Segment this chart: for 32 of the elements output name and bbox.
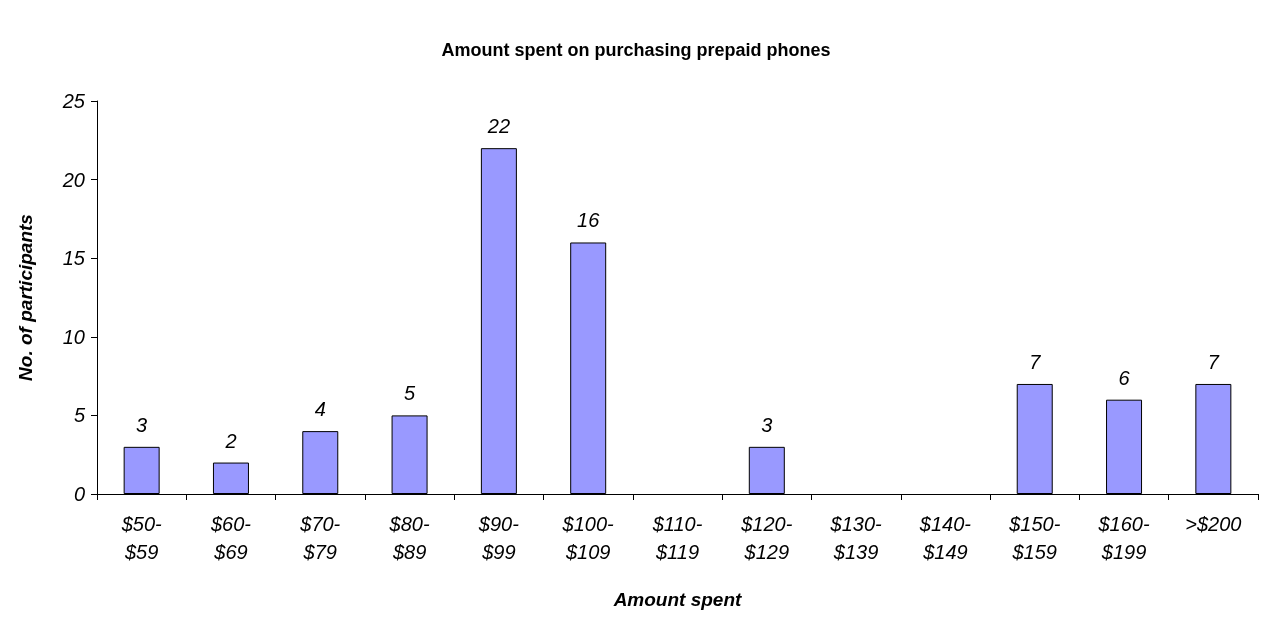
data-label: 22 bbox=[486, 115, 511, 138]
y-tick-label: 15 bbox=[62, 247, 86, 270]
x-axis-title: Amount spent bbox=[612, 589, 743, 610]
x-tick-label: $90-$99 bbox=[477, 513, 520, 563]
x-tick-label: $100-$109 bbox=[561, 513, 615, 563]
x-tick-label: $130-$139 bbox=[829, 513, 883, 563]
data-label: 7 bbox=[1207, 350, 1220, 373]
y-tick-label: 5 bbox=[73, 404, 86, 427]
data-label: 3 bbox=[136, 413, 148, 436]
y-axis-title: No. of participants bbox=[15, 214, 36, 381]
x-tick-label: $120-$129 bbox=[740, 513, 793, 563]
y-tick-label: 20 bbox=[61, 168, 85, 191]
x-tick-label: $110-$119 bbox=[651, 513, 703, 563]
x-tick-label: >$200 bbox=[1185, 513, 1242, 535]
y-tick-label: 0 bbox=[73, 483, 85, 505]
x-tick-label: $160-$199 bbox=[1097, 513, 1150, 563]
data-label: 6 bbox=[1118, 366, 1131, 389]
data-label: 5 bbox=[404, 382, 417, 405]
x-tick-label: $60-$69 bbox=[209, 513, 252, 563]
chart-title: Amount spent on purchasing prepaid phones bbox=[441, 40, 831, 60]
x-tick-label: $70-$79 bbox=[299, 513, 341, 563]
data-label: 16 bbox=[577, 209, 601, 232]
y-tick-label: 10 bbox=[62, 325, 85, 348]
data-label: 4 bbox=[314, 398, 326, 421]
y-tick-label: 25 bbox=[61, 90, 86, 112]
data-label: 3 bbox=[761, 413, 773, 436]
x-tick-label: $50-$59 bbox=[120, 513, 163, 563]
x-tick-label: $150-$159 bbox=[1008, 513, 1061, 563]
x-tick-label: $80-$89 bbox=[388, 513, 430, 563]
data-label: 2 bbox=[224, 429, 237, 452]
x-tick-label: $140-$149 bbox=[918, 513, 972, 563]
data-label: 7 bbox=[1029, 350, 1042, 373]
